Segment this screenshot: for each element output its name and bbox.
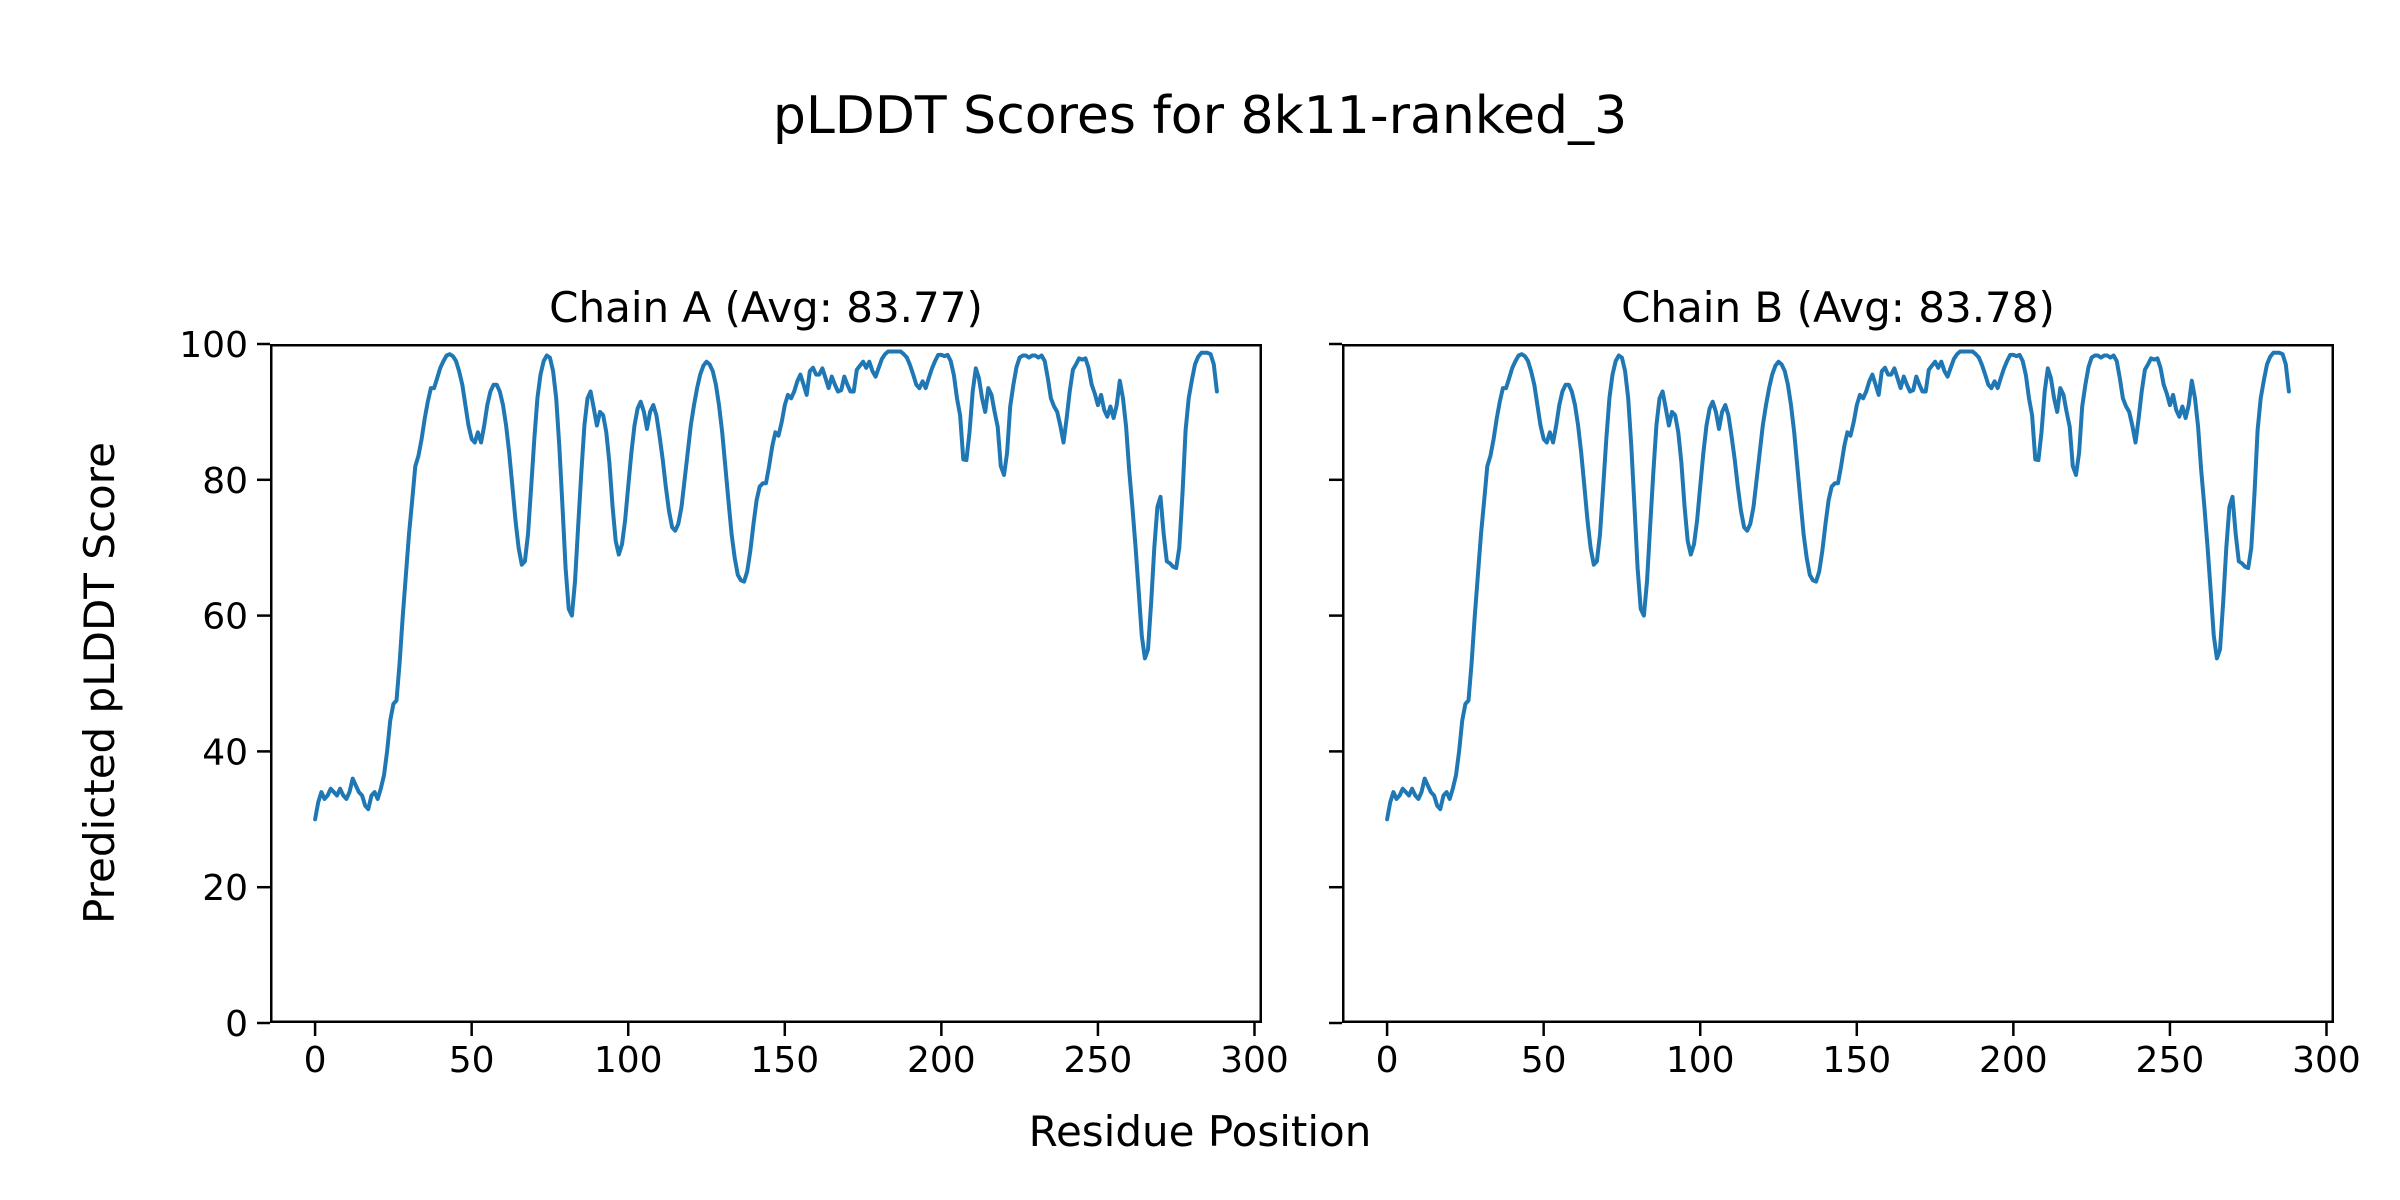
x-axis-label: Residue Position	[1028, 1107, 1372, 1156]
y-tick-label: 80	[202, 461, 248, 502]
x-tick-label: 100	[1666, 1040, 1735, 1081]
figure-title: pLDDT Scores for 8k11-ranked_3	[772, 86, 1628, 146]
plddt-line-chain-a	[313, 349, 1219, 822]
y-tick-label: 60	[202, 597, 248, 638]
x-tick-label: 150	[750, 1040, 819, 1081]
y-axis-label: Predicted pLDDT Score	[75, 442, 124, 924]
x-tick-label: 250	[2136, 1040, 2205, 1081]
plddt-line-chain-b	[1385, 349, 2291, 822]
subplot-chain-a-title: Chain A (Avg: 83.77)	[549, 283, 983, 332]
x-tick-label: 300	[1220, 1040, 1289, 1081]
y-tick-label: 100	[179, 325, 248, 366]
axes-frame	[1342, 344, 2334, 1023]
x-tick-label: 50	[1521, 1040, 1567, 1081]
y-tick-label: 20	[202, 868, 248, 909]
x-tick-label: 50	[449, 1040, 495, 1081]
x-tick-label: 0	[1376, 1040, 1399, 1081]
chain-a-line-chart: 0 50 100 150 200 250 300 0 20 40 60 80 100	[179, 325, 1289, 1081]
subplot-chain-b: Chain B (Avg: 83.78) 0 50 100 150 200 250 300	[1329, 283, 2361, 1081]
subplot-chain-a: Chain A (Avg: 83.77) 0 50 100 150 200 250 300 0…	[179, 283, 1289, 1081]
axes-frame	[270, 344, 1262, 1023]
x-tick-label: 200	[907, 1040, 976, 1081]
y-tick-label: 40	[202, 732, 248, 773]
x-tick-label: 0	[304, 1040, 327, 1081]
x-tick-label: 100	[594, 1040, 663, 1081]
x-tick-label: 300	[2292, 1040, 2361, 1081]
x-tick-label: 150	[1822, 1040, 1891, 1081]
x-tick-label: 200	[1979, 1040, 2048, 1081]
chain-b-line-chart: 0 50 100 150 200 250 300	[1329, 342, 2361, 1081]
y-tick-label: 0	[225, 1004, 248, 1045]
subplot-chain-b-title: Chain B (Avg: 83.78)	[1621, 283, 2055, 332]
x-tick-label: 250	[1064, 1040, 1133, 1081]
